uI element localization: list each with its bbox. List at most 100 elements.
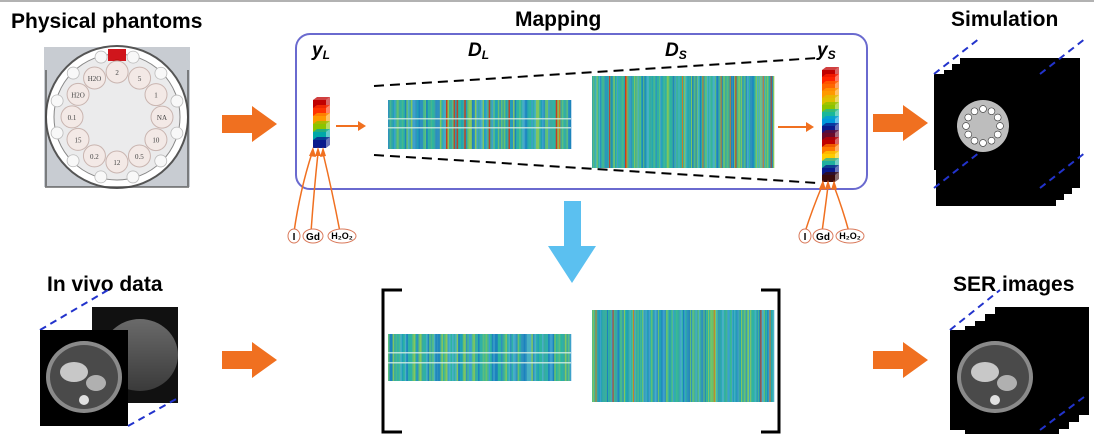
physical-phantoms-title: Physical phantoms [11, 10, 203, 33]
simulated-vial [970, 107, 979, 115]
heatmap-column [731, 76, 734, 168]
heatmap-column [698, 76, 701, 168]
heatmap-column [729, 76, 732, 168]
heatmap-column [602, 76, 604, 168]
heatmap-column [661, 310, 663, 402]
heatmap-column [552, 100, 555, 149]
heatmap-column [482, 100, 485, 149]
heatmap-column [540, 100, 543, 149]
heatmap-column [686, 76, 688, 168]
heatmap-column [404, 100, 407, 149]
heatmap-column [729, 310, 732, 402]
heatmap-column [569, 334, 572, 381]
heatmap-column [484, 100, 486, 149]
heatmap-column [675, 310, 677, 402]
heatmap-column [593, 76, 595, 168]
heatmap-column [723, 310, 726, 402]
heatmap-column [602, 310, 604, 402]
heatmap-column [508, 100, 511, 149]
heatmap-column [494, 100, 497, 149]
heatmap-column [677, 310, 679, 402]
heatmap-column [421, 334, 424, 381]
simulated-vial [964, 130, 972, 139]
heatmap-column [634, 76, 636, 168]
heatmap-column [453, 334, 456, 381]
heatmap-column [436, 334, 439, 381]
heatmap-column [427, 334, 430, 381]
heatmap-column [534, 100, 537, 149]
heatmap-column [400, 100, 403, 149]
heatmap-column [710, 76, 712, 168]
heatmap-column [563, 100, 566, 149]
heatmap-column [654, 76, 656, 168]
heatmap-column [736, 310, 738, 402]
heatmap-column [465, 100, 468, 149]
heatmap-column [630, 310, 633, 402]
heatmap-column [456, 100, 459, 149]
simulated-vial [962, 122, 970, 130]
heatmap-column [687, 76, 689, 168]
color-vector-cell [822, 140, 835, 147]
heatmap-column [510, 334, 512, 381]
heatmap-column [688, 76, 691, 168]
heatmap-column [496, 334, 499, 381]
heatmap-column [506, 100, 509, 149]
heatmap-column [752, 310, 754, 402]
heatmap-column [435, 334, 438, 381]
heatmap-column [410, 100, 413, 149]
heatmap-column [599, 310, 602, 402]
heatmap-column [743, 76, 745, 168]
heatmap-column [535, 334, 538, 381]
heatmap-column [511, 100, 514, 149]
heatmap-column [618, 76, 620, 168]
heatmap-column [755, 310, 758, 402]
mapping-to-simulation-arrow [873, 105, 928, 141]
heatmap-column [770, 310, 773, 402]
heatmap-column [685, 310, 687, 402]
heatmap-column [436, 100, 439, 149]
heatmap-column [727, 310, 729, 402]
heatmap-column [427, 100, 430, 149]
heatmap-column [592, 76, 594, 168]
heatmap-column [617, 76, 619, 168]
heatmap-column [700, 76, 702, 168]
heatmap-column [595, 76, 597, 168]
heatmap-column [456, 334, 459, 381]
heatmap-column [412, 100, 415, 149]
heatmap-column [619, 76, 621, 168]
heatmap-column [688, 310, 691, 402]
ys-color-vector [822, 67, 839, 182]
heatmap-column [758, 76, 760, 168]
heatmap-column [470, 100, 473, 149]
heatmap-column [508, 334, 511, 381]
heatmap-column [424, 100, 427, 149]
heatmap-column [759, 76, 761, 168]
heatmap-column [725, 76, 727, 168]
heatmap-column [706, 76, 709, 168]
simulated-vial [964, 113, 972, 122]
heatmap-column [652, 76, 654, 168]
heatmap-column [537, 100, 540, 149]
ys-label: yS [816, 40, 836, 62]
phantom-vial-label: 0.2 [90, 153, 99, 161]
heatmap-column [477, 334, 480, 381]
heatmap-column [487, 334, 489, 381]
heatmap-column [703, 310, 705, 402]
heatmap-column [743, 310, 745, 402]
heatmap-column [687, 310, 689, 402]
heatmap-column [676, 76, 678, 168]
phantom-vial [66, 82, 90, 106]
phantom-vial [66, 127, 90, 151]
heatmap-column [439, 100, 442, 149]
heatmap-column [444, 100, 447, 149]
heatmap-column [745, 76, 747, 168]
heatmap-column [665, 76, 668, 168]
heatmap-column [613, 76, 616, 168]
heatmap-column [407, 100, 410, 149]
color-vector-cell [822, 98, 835, 105]
heatmap-column [735, 310, 737, 402]
heatmap-column [514, 334, 517, 381]
phantom-vial [82, 144, 106, 168]
heatmap-column [490, 334, 492, 381]
heatmap-column [656, 310, 659, 402]
